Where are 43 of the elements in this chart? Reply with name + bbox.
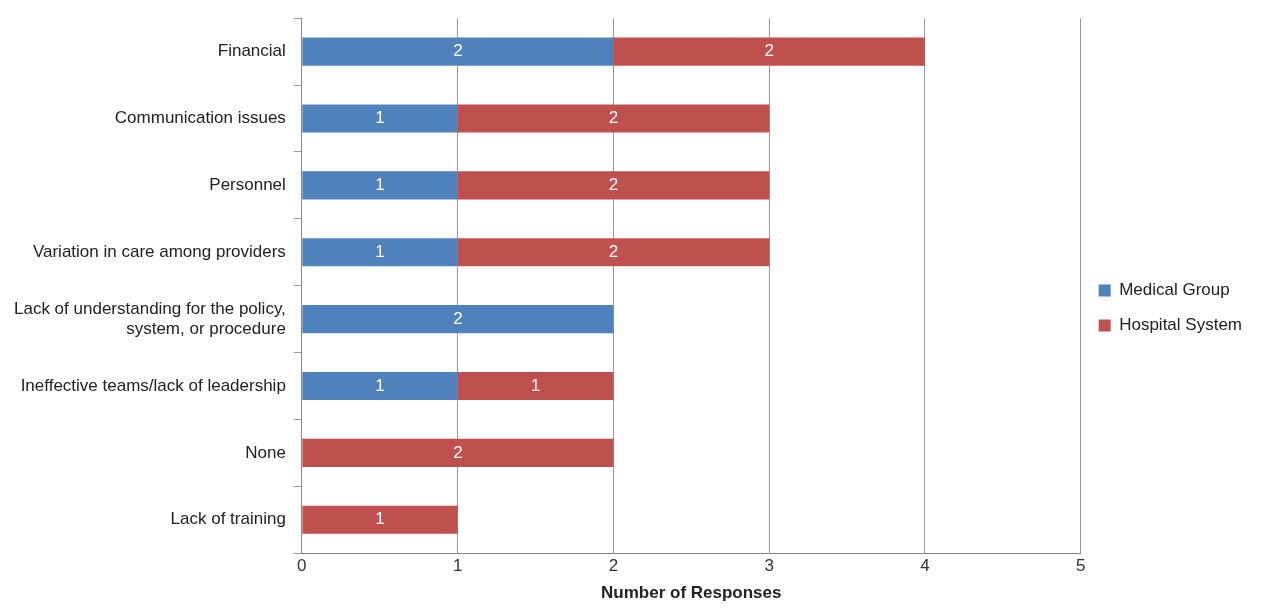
y-tick-label: Financial: [217, 41, 286, 61]
bar: [457, 371, 614, 401]
data-label: 2: [453, 442, 463, 462]
bar: [302, 305, 614, 334]
bar: [613, 37, 925, 66]
data-label: 2: [453, 41, 463, 61]
bar: [302, 104, 458, 133]
y-tick-label: Communication issues: [114, 108, 286, 128]
data-label: 2: [608, 241, 619, 261]
bar: [457, 104, 770, 133]
data-label: 2: [608, 175, 619, 195]
y-tick-label: Lack of understanding for the policy, system, or procedure: [13, 298, 286, 339]
data-label: 2: [453, 308, 463, 328]
data-label: 1: [375, 375, 385, 395]
bar: [302, 37, 614, 66]
x-tick-label: 5: [1075, 556, 1086, 576]
x-tick-label: 0: [297, 556, 307, 576]
data-label: 1: [375, 241, 385, 261]
bar: [302, 238, 458, 267]
data-label: 2: [764, 41, 774, 61]
y-tick-label: Ineffective teams/lack of leadership: [20, 375, 286, 395]
data-label: 1: [530, 375, 541, 395]
x-tick-label: 1: [452, 556, 463, 576]
x-axis-title: Number of Responses: [601, 583, 782, 603]
bar: [457, 238, 770, 267]
y-tick-label: Lack of training: [170, 509, 286, 529]
legend-label: Hospital System: [1119, 315, 1243, 335]
data-label: 1: [375, 108, 385, 128]
legend-label: Medical Group: [1119, 280, 1230, 300]
data-label: 1: [375, 509, 385, 529]
x-tick-label: 3: [764, 556, 774, 576]
y-tick-label: None: [245, 442, 286, 462]
x-tick-label: 4: [920, 556, 930, 576]
bar: [457, 171, 770, 200]
bar: [302, 371, 458, 401]
bar: [302, 505, 458, 534]
x-tick-label: 2: [608, 556, 619, 576]
data-label: 2: [608, 108, 619, 128]
y-tick-label: Variation in care among providers: [32, 241, 286, 261]
bar: [302, 438, 614, 467]
bar: [302, 171, 458, 200]
data-label: 1: [375, 175, 385, 195]
y-tick-label: Personnel: [209, 175, 286, 195]
